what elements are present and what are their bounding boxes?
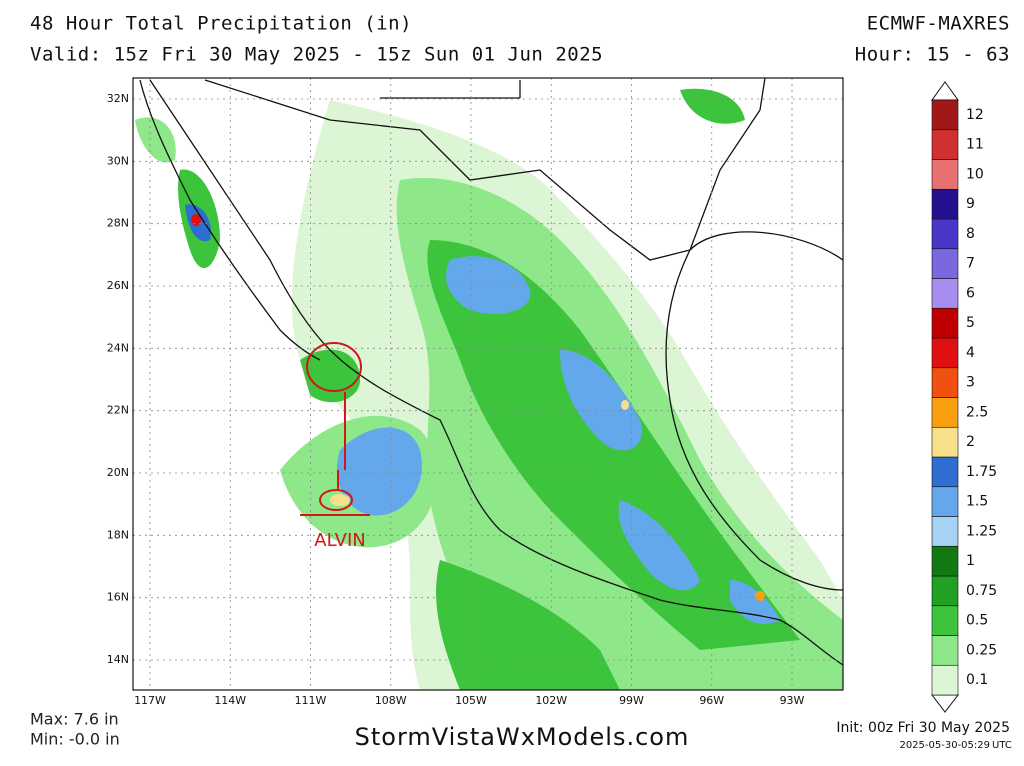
colorbar-cell xyxy=(931,248,959,279)
colorbar-cell xyxy=(931,664,959,696)
colorbar-label: 7 xyxy=(966,256,975,272)
title: 48 Hour Total Precipitation (in) xyxy=(30,13,412,35)
lat-label: 28N xyxy=(107,217,129,230)
map-border xyxy=(132,77,844,691)
colorbar-min-arrow xyxy=(930,694,960,713)
lon-label: 105W xyxy=(455,694,487,707)
colorbar-cell xyxy=(931,605,959,636)
lon-label: 93W xyxy=(780,694,805,707)
colorbar-label: 3 xyxy=(966,375,975,391)
lat-label: 20N xyxy=(107,466,129,479)
colorbar-label: 0.1 xyxy=(966,672,988,688)
colorbar-label: 4 xyxy=(966,345,975,361)
min-value: Min: -0.0 in xyxy=(30,730,120,749)
colorbar-cell xyxy=(931,218,959,250)
lon-label: 117W xyxy=(134,694,166,707)
colorbar-cell xyxy=(931,188,959,220)
timestamp-unit: UTC xyxy=(992,740,1012,751)
colorbar-cell xyxy=(931,635,959,666)
valid-time: Valid: 15z Fri 30 May 2025 - 15z Sun 01 … xyxy=(30,44,603,66)
colorbar-label: 0.75 xyxy=(966,583,997,599)
model-name: ECMWF-MAXRES xyxy=(867,13,1010,35)
colorbar-max-arrow xyxy=(931,81,959,101)
map-area: ALVIN xyxy=(132,77,844,691)
storm-annotation xyxy=(300,342,370,516)
colorbar-label: 6 xyxy=(966,285,975,301)
colorbar-cell xyxy=(931,129,959,160)
colorbar-cell xyxy=(931,337,959,369)
forecast-hour: Hour: 15 - 63 xyxy=(855,44,1010,66)
lon-label: 102W xyxy=(535,694,567,707)
init-time: Init: 00z Fri 30 May 2025 xyxy=(836,720,1010,736)
lat-label: 30N xyxy=(107,154,129,167)
colorbar-label: 0.25 xyxy=(966,642,997,658)
lon-label: 114W xyxy=(214,694,246,707)
lat-label: 18N xyxy=(107,528,129,541)
colorbar-cell xyxy=(931,575,959,607)
colorbar-cell xyxy=(931,307,959,339)
precipitation-field xyxy=(135,88,843,690)
lat-label: 32N xyxy=(107,92,129,105)
colorbar-label: 2.5 xyxy=(966,404,988,420)
graticule xyxy=(133,78,843,690)
colorbar-cell xyxy=(931,159,959,190)
lon-label: 111W xyxy=(295,694,327,707)
colorbar-label: 9 xyxy=(966,196,975,212)
colorbar-cell xyxy=(931,278,959,309)
colorbar-cell xyxy=(931,367,959,398)
lat-label: 24N xyxy=(107,341,129,354)
lon-label: 99W xyxy=(619,694,644,707)
colorbar-label: 1.25 xyxy=(966,523,997,539)
colorbar-cell xyxy=(931,516,959,547)
colorbar-label: 5 xyxy=(966,315,975,331)
colorbar-cell xyxy=(931,486,959,517)
colorbar-label: 0.5 xyxy=(966,613,988,629)
colorbar-label: 11 xyxy=(966,137,984,153)
coastlines xyxy=(139,78,843,666)
colorbar-label: 12 xyxy=(966,107,984,123)
colorbar-label: 2 xyxy=(966,434,975,450)
colorbar-label: 10 xyxy=(966,166,984,182)
lat-label: 22N xyxy=(107,404,129,417)
colorbar-label: 1 xyxy=(966,553,975,569)
colorbar-cell xyxy=(931,456,959,488)
lat-label: 16N xyxy=(107,591,129,604)
colorbar-cell xyxy=(931,99,959,131)
lat-label: 26N xyxy=(107,279,129,292)
timestamp: 2025-05-30-05:29 xyxy=(899,740,990,751)
colorbar-cell xyxy=(931,426,959,458)
storm-label: ALVIN xyxy=(314,530,365,551)
colorbar-cell xyxy=(931,545,959,577)
lat-label: 14N xyxy=(107,653,129,666)
colorbar-label: 8 xyxy=(966,226,975,242)
lon-label: 108W xyxy=(375,694,407,707)
max-value: Max: 7.6 in xyxy=(30,710,119,729)
lon-label: 96W xyxy=(699,694,724,707)
colorbar-label: 1.75 xyxy=(966,464,997,480)
colorbar-cell xyxy=(931,397,959,428)
colorbar-label: 1.5 xyxy=(966,494,988,510)
site-name: StormVistaWxModels.com xyxy=(355,723,690,751)
colorbar: 0.1 0.25 0.5 0.75 1 1.25 1.5 1.75 2 2.5 3 4 5 6 7 8 9 10 1… xyxy=(930,81,997,713)
